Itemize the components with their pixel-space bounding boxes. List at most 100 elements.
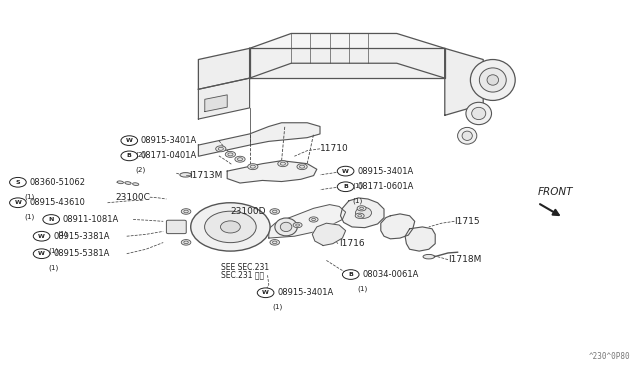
Text: (1): (1) [58,230,68,237]
Circle shape [216,146,226,152]
Ellipse shape [125,182,131,185]
Polygon shape [198,48,250,89]
Polygon shape [405,227,435,251]
Text: (1): (1) [352,182,362,189]
Ellipse shape [220,221,240,233]
Circle shape [278,161,288,167]
Circle shape [235,156,245,162]
Polygon shape [269,205,346,238]
Text: ^230^0P80: ^230^0P80 [589,352,630,361]
Text: 08915-3381A: 08915-3381A [53,232,109,241]
Circle shape [33,249,50,259]
Text: B: B [343,184,348,189]
Text: W: W [262,290,269,295]
Circle shape [248,164,258,170]
Text: (2): (2) [136,167,146,173]
Text: FRONT: FRONT [538,187,573,197]
Polygon shape [227,161,317,183]
Text: (2): (2) [136,151,146,158]
Circle shape [309,217,318,222]
Circle shape [355,213,364,218]
Ellipse shape [275,218,297,236]
Text: W: W [15,200,21,205]
Polygon shape [205,95,227,112]
Text: (1): (1) [357,285,367,292]
Polygon shape [340,198,384,228]
Circle shape [357,206,366,211]
Ellipse shape [181,209,191,214]
Circle shape [121,151,138,161]
Ellipse shape [472,108,486,120]
Text: SEC.231 参照: SEC.231 参照 [221,270,264,279]
Text: W: W [342,169,349,174]
Text: 08915-3401A: 08915-3401A [141,136,197,145]
Text: 08915-3401A: 08915-3401A [277,288,333,297]
Ellipse shape [132,183,139,186]
Circle shape [33,231,50,241]
Text: W: W [126,138,132,143]
Circle shape [297,164,307,170]
Circle shape [10,177,26,187]
Text: 08915-43610: 08915-43610 [29,198,85,207]
Ellipse shape [458,127,477,144]
Text: S: S [15,180,20,185]
Circle shape [293,222,302,228]
Ellipse shape [462,131,472,140]
Ellipse shape [191,203,270,251]
Text: 11710: 11710 [320,144,349,153]
Text: B: B [348,272,353,277]
Polygon shape [445,48,483,115]
Text: I1716: I1716 [339,239,365,248]
Ellipse shape [423,254,435,259]
Polygon shape [250,33,445,78]
Circle shape [10,198,26,208]
Circle shape [342,270,359,279]
Text: (1): (1) [48,264,58,271]
Text: B: B [127,153,132,158]
Polygon shape [198,78,250,119]
Circle shape [43,215,60,224]
Text: 23100D: 23100D [230,207,266,216]
Circle shape [337,166,354,176]
Text: W: W [38,234,45,239]
Text: 08034-0061A: 08034-0061A [362,270,419,279]
Text: 08915-5381A: 08915-5381A [53,249,109,258]
Text: (1): (1) [24,193,35,200]
Ellipse shape [270,240,280,245]
Circle shape [121,136,138,145]
Text: 08171-0601A: 08171-0601A [357,182,413,191]
Text: SEE SEC.231: SEE SEC.231 [221,263,269,272]
Ellipse shape [205,211,256,243]
Ellipse shape [180,173,191,177]
Text: (1): (1) [48,247,58,254]
Text: (1): (1) [272,304,282,310]
Text: 08171-0401A: 08171-0401A [141,151,197,160]
Ellipse shape [466,102,492,125]
Text: I1718M: I1718M [448,255,481,264]
Text: (1): (1) [352,198,362,204]
Text: (1): (1) [24,214,35,220]
Text: 23100C: 23100C [115,193,150,202]
Ellipse shape [270,209,280,214]
Text: N: N [49,217,54,222]
Text: 08911-1081A: 08911-1081A [63,215,119,224]
Polygon shape [198,123,320,156]
Circle shape [257,288,274,298]
Text: 08915-3401A: 08915-3401A [357,167,413,176]
Text: 08360-51062: 08360-51062 [29,178,86,187]
Text: I1713M: I1713M [189,171,222,180]
Circle shape [225,151,236,157]
Polygon shape [381,214,415,239]
Ellipse shape [479,68,506,92]
Ellipse shape [470,60,515,100]
Ellipse shape [280,222,292,231]
FancyBboxPatch shape [166,220,186,234]
Ellipse shape [356,207,371,218]
Text: I1715: I1715 [454,217,480,226]
Ellipse shape [487,75,499,85]
Polygon shape [250,48,445,78]
Circle shape [337,182,354,192]
Ellipse shape [117,181,124,184]
Ellipse shape [181,240,191,245]
Text: W: W [38,251,45,256]
